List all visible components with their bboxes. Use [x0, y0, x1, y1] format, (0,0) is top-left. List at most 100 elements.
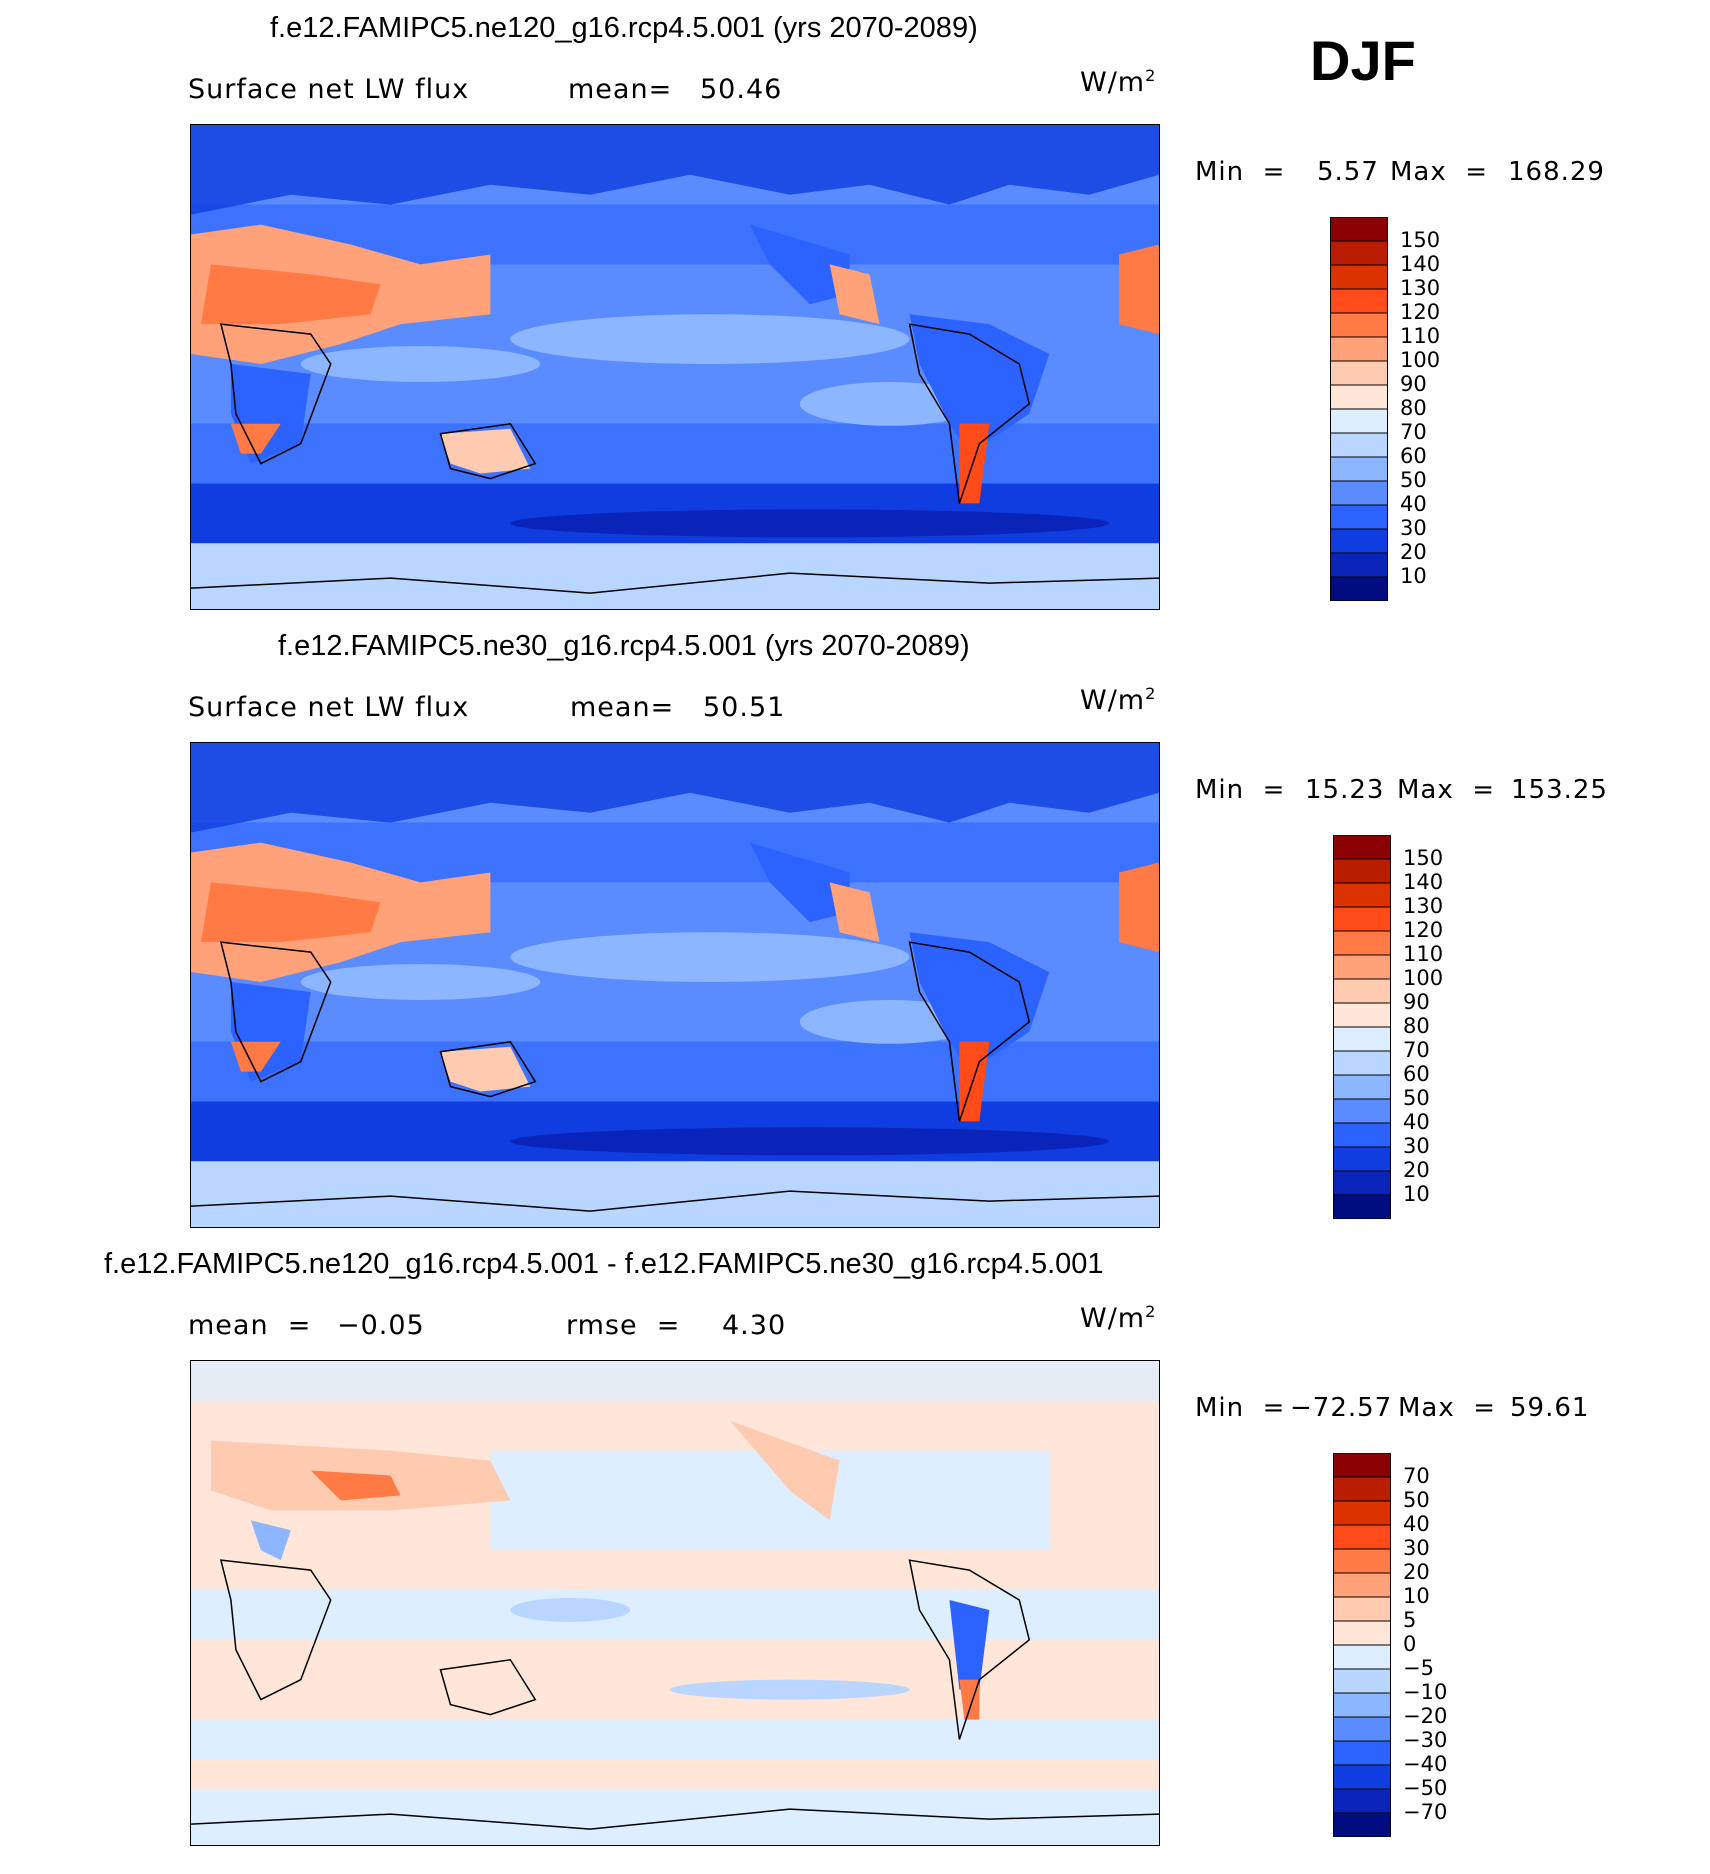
colorbar-tick-label: 20: [1403, 1560, 1430, 1584]
panel-3-rmse-value: 4.30: [722, 1310, 787, 1341]
colorbar-tick-label: 40: [1403, 1512, 1430, 1536]
panel-1-title: f.e12.FAMIPC5.ne120_g16.rcp4.5.001 (yrs …: [270, 12, 978, 44]
colorbar-tick-label: 60: [1400, 444, 1427, 468]
panel-2-units-base: W/m: [1080, 685, 1146, 716]
colorbar-swatch: [1333, 1453, 1391, 1478]
panel-2-map-svg: [191, 743, 1159, 1227]
panel-2-variable: Surface net LW flux: [188, 692, 470, 723]
colorbar-swatch: [1333, 858, 1391, 884]
panel-3-max-label: Max =: [1398, 1393, 1497, 1423]
colorbar-svg: [1333, 835, 1391, 1219]
colorbar-swatch: [1330, 456, 1388, 482]
colorbar-swatch: [1333, 1596, 1391, 1622]
panel-3-units: W/m2: [1080, 1302, 1156, 1334]
colorbar-tick-label: −70: [1403, 1800, 1448, 1824]
panel-2-min-value: 15.23: [1305, 775, 1385, 805]
panel-3-title: f.e12.FAMIPC5.ne120_g16.rcp4.5.001 - f.e…: [104, 1248, 1104, 1280]
panel-3-colorbar: 70 50 40 30 20 10 5 0 −5 −10 −20 −30 −40 −50 −70: [1333, 1453, 1447, 1837]
colorbar-tick-label: 130: [1400, 276, 1441, 300]
colorbar-tick-label: 110: [1400, 324, 1441, 348]
colorbar-tick-label: 20: [1400, 540, 1427, 564]
panel-1-colorbar: 150 140 130 120 110 100 90 80 70 60 50 40 30 20 10: [1330, 217, 1440, 601]
colorbar-tick-label: 40: [1400, 492, 1427, 516]
colorbar-tick-label: 0: [1403, 1632, 1417, 1656]
colorbar-tick-label: 70: [1403, 1464, 1430, 1488]
panel-2-colorbar: 150 140 130 120 110 100 90 80 70 60 50 40 30 20 10: [1333, 835, 1443, 1219]
colorbar-tick-label: 30: [1403, 1134, 1430, 1158]
colorbar-swatch: [1333, 1170, 1391, 1196]
colorbar-tick-label: −20: [1403, 1704, 1448, 1728]
panel-1-max-value: 168.29: [1508, 157, 1605, 187]
colorbar-swatch: [1333, 1122, 1391, 1148]
colorbar-swatch: [1333, 1812, 1391, 1837]
colorbar-tick-label: −5: [1403, 1656, 1434, 1680]
panel-1-variable: Surface net LW flux: [188, 74, 470, 105]
panel-2-title: f.e12.FAMIPC5.ne30_g16.rcp4.5.001 (yrs 2…: [278, 630, 970, 662]
colorbar-tick-label: 40: [1403, 1110, 1430, 1134]
colorbar-swatch: [1333, 1740, 1391, 1766]
colorbar-swatch: [1333, 835, 1391, 860]
panel-2-mean-label: mean=: [570, 692, 675, 723]
panel-1-mean-label: mean=: [568, 74, 673, 105]
colorbar-swatch: [1333, 1668, 1391, 1694]
colorbar-tick-label: 30: [1400, 516, 1427, 540]
colorbar-tick-label: 10: [1403, 1182, 1430, 1206]
colorbar-swatch: [1333, 1002, 1391, 1028]
panel-1-units: W/m2: [1080, 66, 1156, 98]
panel-3-map: [190, 1360, 1160, 1846]
colorbar-tick-label: 150: [1400, 228, 1441, 252]
colorbar-tick-label: 5: [1403, 1608, 1417, 1632]
panel-1-units-base: W/m: [1080, 67, 1146, 98]
colorbar-swatch: [1330, 217, 1388, 242]
colorbar-tick-label: 150: [1403, 846, 1444, 870]
colorbar-tick-label: 80: [1403, 1014, 1430, 1038]
colorbar-tick-label: 100: [1400, 348, 1441, 372]
colorbar-swatch: [1333, 1146, 1391, 1172]
colorbar-swatch: [1333, 1524, 1391, 1550]
panel-3-max-value: 59.61: [1510, 1393, 1590, 1423]
colorbar-swatch: [1333, 1620, 1391, 1646]
colorbar-swatch: [1330, 288, 1388, 314]
colorbar-swatch: [1330, 240, 1388, 266]
season-label: DJF: [1310, 29, 1416, 92]
panel-1-map: [190, 124, 1160, 610]
colorbar-swatch: [1333, 930, 1391, 956]
colorbar-swatch: [1330, 432, 1388, 458]
colorbar-swatch: [1330, 360, 1388, 386]
colorbar-swatch: [1330, 504, 1388, 530]
colorbar-svg: [1333, 1453, 1391, 1837]
colorbar-swatch: [1333, 906, 1391, 932]
colorbar-swatch: [1330, 552, 1388, 578]
colorbar-swatch: [1333, 1692, 1391, 1718]
colorbar-swatch: [1333, 978, 1391, 1004]
colorbar-tick-label: 140: [1403, 870, 1444, 894]
colorbar-swatch: [1333, 1194, 1391, 1219]
colorbar-swatch: [1333, 1074, 1391, 1100]
panel-1-max-label: Max =: [1390, 157, 1489, 187]
colorbar-tick-label: 10: [1403, 1584, 1430, 1608]
colorbar-tick-label: 130: [1403, 894, 1444, 918]
panel-2-max-value: 153.25: [1511, 775, 1608, 805]
colorbar-swatch: [1330, 528, 1388, 554]
panel-2-units: W/m2: [1080, 684, 1156, 716]
panel-1-min-value: 5.57: [1317, 157, 1379, 187]
panel-3-rmse-label: rmse =: [566, 1310, 681, 1341]
colorbar-tick-label: 90: [1400, 372, 1427, 396]
panel-3-map-svg: [191, 1361, 1159, 1845]
panel-3-mean-value: −0.05: [337, 1310, 425, 1341]
panel-2-max-label: Max =: [1397, 775, 1496, 805]
colorbar-tick-label: −40: [1403, 1752, 1448, 1776]
colorbar-tick-label: 50: [1403, 1488, 1430, 1512]
colorbar-swatch: [1333, 1098, 1391, 1124]
panel-1-units-exp: 2: [1145, 66, 1157, 85]
colorbar-swatch: [1333, 1644, 1391, 1670]
colorbar-tick-label: 100: [1403, 966, 1444, 990]
colorbar-swatch: [1330, 480, 1388, 506]
colorbar-tick-label: 50: [1400, 468, 1427, 492]
colorbar-tick-label: −30: [1403, 1728, 1448, 1752]
panel-3-units-base: W/m: [1080, 1303, 1146, 1334]
colorbar-swatch: [1330, 264, 1388, 290]
colorbar-tick-label: 30: [1403, 1536, 1430, 1560]
colorbar-swatch: [1330, 408, 1388, 434]
colorbar-tick-label: 60: [1403, 1062, 1430, 1086]
